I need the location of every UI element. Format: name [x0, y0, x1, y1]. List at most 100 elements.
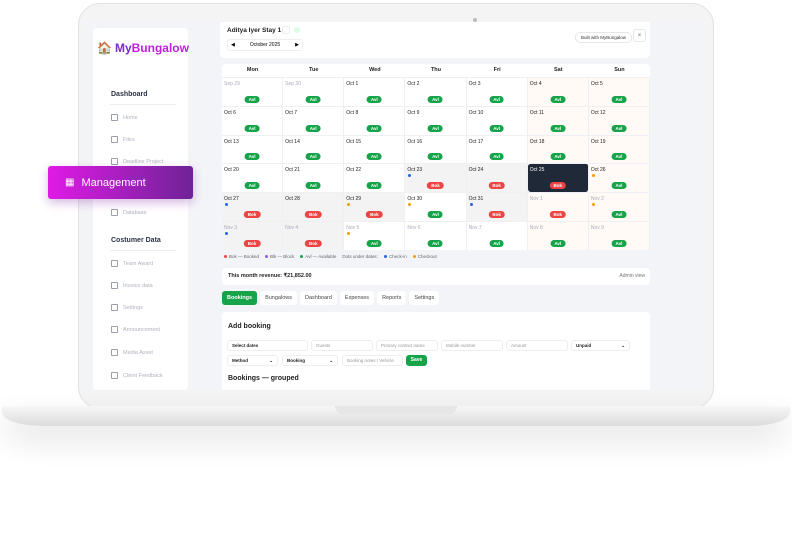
calendar-day[interactable]: Oct 8 Avl — [344, 105, 406, 135]
calendar-day[interactable]: Oct 2 Avl — [405, 77, 467, 106]
calendar-day[interactable]: Nov 8 Avl — [527, 220, 589, 250]
calendar-day[interactable]: Nov 4 Bok — [283, 220, 345, 250]
payment-status-select[interactable]: Unpaid ⌄ — [571, 340, 630, 351]
status-badge: Bok — [488, 210, 505, 218]
sidebar-item-feedback[interactable]: Client Feedback — [111, 372, 163, 379]
status-badge: Avl — [428, 153, 443, 161]
available-dot — [300, 255, 304, 258]
calendar-day[interactable]: Oct 24 Bok — [466, 163, 528, 193]
sidebar-item-management[interactable]: ▦ Management — [48, 166, 193, 199]
sidebar-item-database[interactable]: Database — [111, 209, 147, 216]
save-button[interactable]: Save — [406, 355, 427, 366]
booking-type-select[interactable]: Booking ⌄ — [282, 355, 338, 366]
calendar-day[interactable]: Nov 5 Avl — [344, 220, 406, 250]
calendar-day[interactable]: Oct 28 Bok — [283, 192, 345, 221]
status-badge: Bok — [304, 239, 322, 247]
dots-label: Dots under dates: — [342, 254, 378, 259]
calendar-day[interactable]: Oct 3 Avl — [466, 77, 528, 106]
calendar-day[interactable]: Oct 29 Bok — [344, 192, 406, 221]
method-select[interactable]: Method ⌄ — [227, 355, 278, 366]
contact-name-input[interactable]: Primary contact name — [376, 340, 438, 351]
calendar-day[interactable]: Oct 21 Avl — [283, 163, 345, 193]
calendar-day[interactable]: Oct 18 Avl — [527, 134, 589, 164]
calendar-day[interactable]: Oct 19 Avl — [588, 134, 650, 164]
amount-input[interactable]: Amount — [506, 340, 568, 351]
calendar-day[interactable]: Oct 12 Avl — [588, 105, 650, 135]
calendar-day[interactable]: Nov 2 Avl — [588, 192, 650, 221]
calendar-day[interactable]: Oct 25 Bok — [527, 163, 589, 193]
checkout-dot — [347, 231, 351, 235]
day-label: Nov 3 — [224, 224, 238, 231]
checkout-dot — [412, 255, 416, 258]
calendar-day[interactable]: Oct 11 Avl — [527, 105, 589, 135]
day-label: Sep 29 — [224, 81, 240, 87]
calendar-day[interactable]: Oct 9 Avl — [405, 105, 467, 135]
sidebar-item-team-award[interactable]: Team Award — [111, 260, 153, 267]
select-dates-input[interactable]: Select dates — [227, 340, 308, 351]
calendar-day[interactable]: Oct 5 Avl — [588, 77, 650, 106]
calendar-day[interactable]: Oct 13 Avl — [222, 134, 284, 164]
sidebar-item-invoice[interactable]: Invoice data — [111, 282, 153, 289]
guests-input[interactable]: Guests — [311, 340, 373, 351]
calendar-day[interactable]: Oct 17 Avl — [466, 134, 528, 164]
tab-expenses[interactable]: Expenses — [339, 291, 375, 305]
tab-settings[interactable]: Settings — [409, 291, 440, 305]
calendar-day[interactable]: Oct 15 Avl — [344, 134, 406, 164]
calendar-day[interactable]: Oct 23 Bok — [405, 163, 467, 193]
status-badge: Bok — [366, 210, 383, 218]
sidebar-item-deadline[interactable]: Deadline Project — [111, 158, 163, 165]
sidebar-item-settings[interactable]: Settings — [111, 304, 143, 311]
status-badge: Avl — [611, 124, 627, 132]
day-label: Oct 28 — [285, 196, 300, 203]
play-icon — [111, 349, 118, 356]
calendar-day[interactable]: Oct 30 Avl — [405, 192, 467, 221]
calendar-day[interactable]: Nov 9 Avl — [588, 220, 650, 250]
calendar-day[interactable]: Oct 1 Avl — [344, 77, 406, 106]
calendar-day[interactable]: Sep 30 Avl — [283, 77, 345, 106]
status-badge: Bok — [243, 239, 261, 247]
calendar-day[interactable]: Oct 4 Avl — [527, 77, 589, 106]
tab-dashboard[interactable]: Dashboard — [299, 291, 337, 305]
prev-month-button[interactable]: ◀ — [231, 42, 235, 48]
calendar-day[interactable]: Oct 26 Avl — [588, 163, 650, 193]
calendar-day[interactable]: Oct 7 Avl — [283, 105, 345, 135]
sidebar-item-files[interactable]: Files — [111, 136, 135, 143]
status-badge: Avl — [428, 124, 443, 132]
day-label: Oct 20 — [224, 167, 239, 174]
calendar-day[interactable]: Oct 10 Avl — [466, 105, 528, 135]
sidebar-item-home[interactable]: Home — [111, 114, 138, 121]
calendar-day[interactable]: Nov 3 Bok — [222, 220, 284, 250]
status-badge: Avl — [366, 124, 382, 132]
close-button[interactable]: × — [633, 29, 646, 42]
status-badge: Avl — [305, 95, 321, 103]
next-month-button[interactable]: ▶ — [295, 42, 299, 48]
revenue-bar: This month revenue: ₹21,852.00 Admin vie… — [222, 268, 650, 285]
block-dot — [265, 255, 269, 258]
edit-button[interactable] — [282, 26, 290, 34]
calendar-day[interactable]: Oct 31 Bok — [466, 192, 528, 221]
mobile-input[interactable]: Mobile number — [441, 340, 503, 351]
tab-bookings[interactable]: Bookings — [222, 291, 258, 305]
sidebar-item-announcement[interactable]: Announcement — [111, 326, 160, 333]
calendar-day[interactable]: Oct 27 Bok — [222, 192, 284, 221]
calendar-day[interactable]: Oct 20 Avl — [222, 163, 284, 193]
built-with-button[interactable]: Built with MyBungalow — [575, 32, 633, 43]
notes-input[interactable]: Booking notes / Vehicle — [342, 355, 403, 366]
calendar-day[interactable]: Nov 7 Avl — [466, 220, 528, 250]
calendar-day[interactable]: Oct 14 Avl — [283, 134, 345, 164]
tab-reports[interactable]: Reports — [377, 291, 407, 305]
sidebar-item-media[interactable]: Media Asset — [111, 349, 153, 356]
status-badge: Avl — [366, 182, 382, 190]
calendar-day[interactable]: Sep 29 Avl — [222, 77, 284, 106]
status-badge: Avl — [366, 153, 382, 161]
day-label: Nov 1 — [529, 196, 543, 203]
day-label: Oct 19 — [590, 138, 606, 145]
calendar-day[interactable]: Oct 6 Avl — [222, 105, 284, 135]
calendar-day[interactable]: Oct 22 Avl — [344, 163, 406, 193]
tab-bungalows[interactable]: Bungalows — [260, 291, 297, 305]
laptop-notch — [335, 406, 457, 414]
calendar-day[interactable]: Nov 1 Bok — [527, 192, 589, 221]
calendar-day[interactable]: Nov 6 Avl — [405, 220, 467, 250]
calendar-day[interactable]: Oct 16 Avl — [405, 134, 467, 164]
admin-view-label: Admin view — [619, 273, 645, 279]
